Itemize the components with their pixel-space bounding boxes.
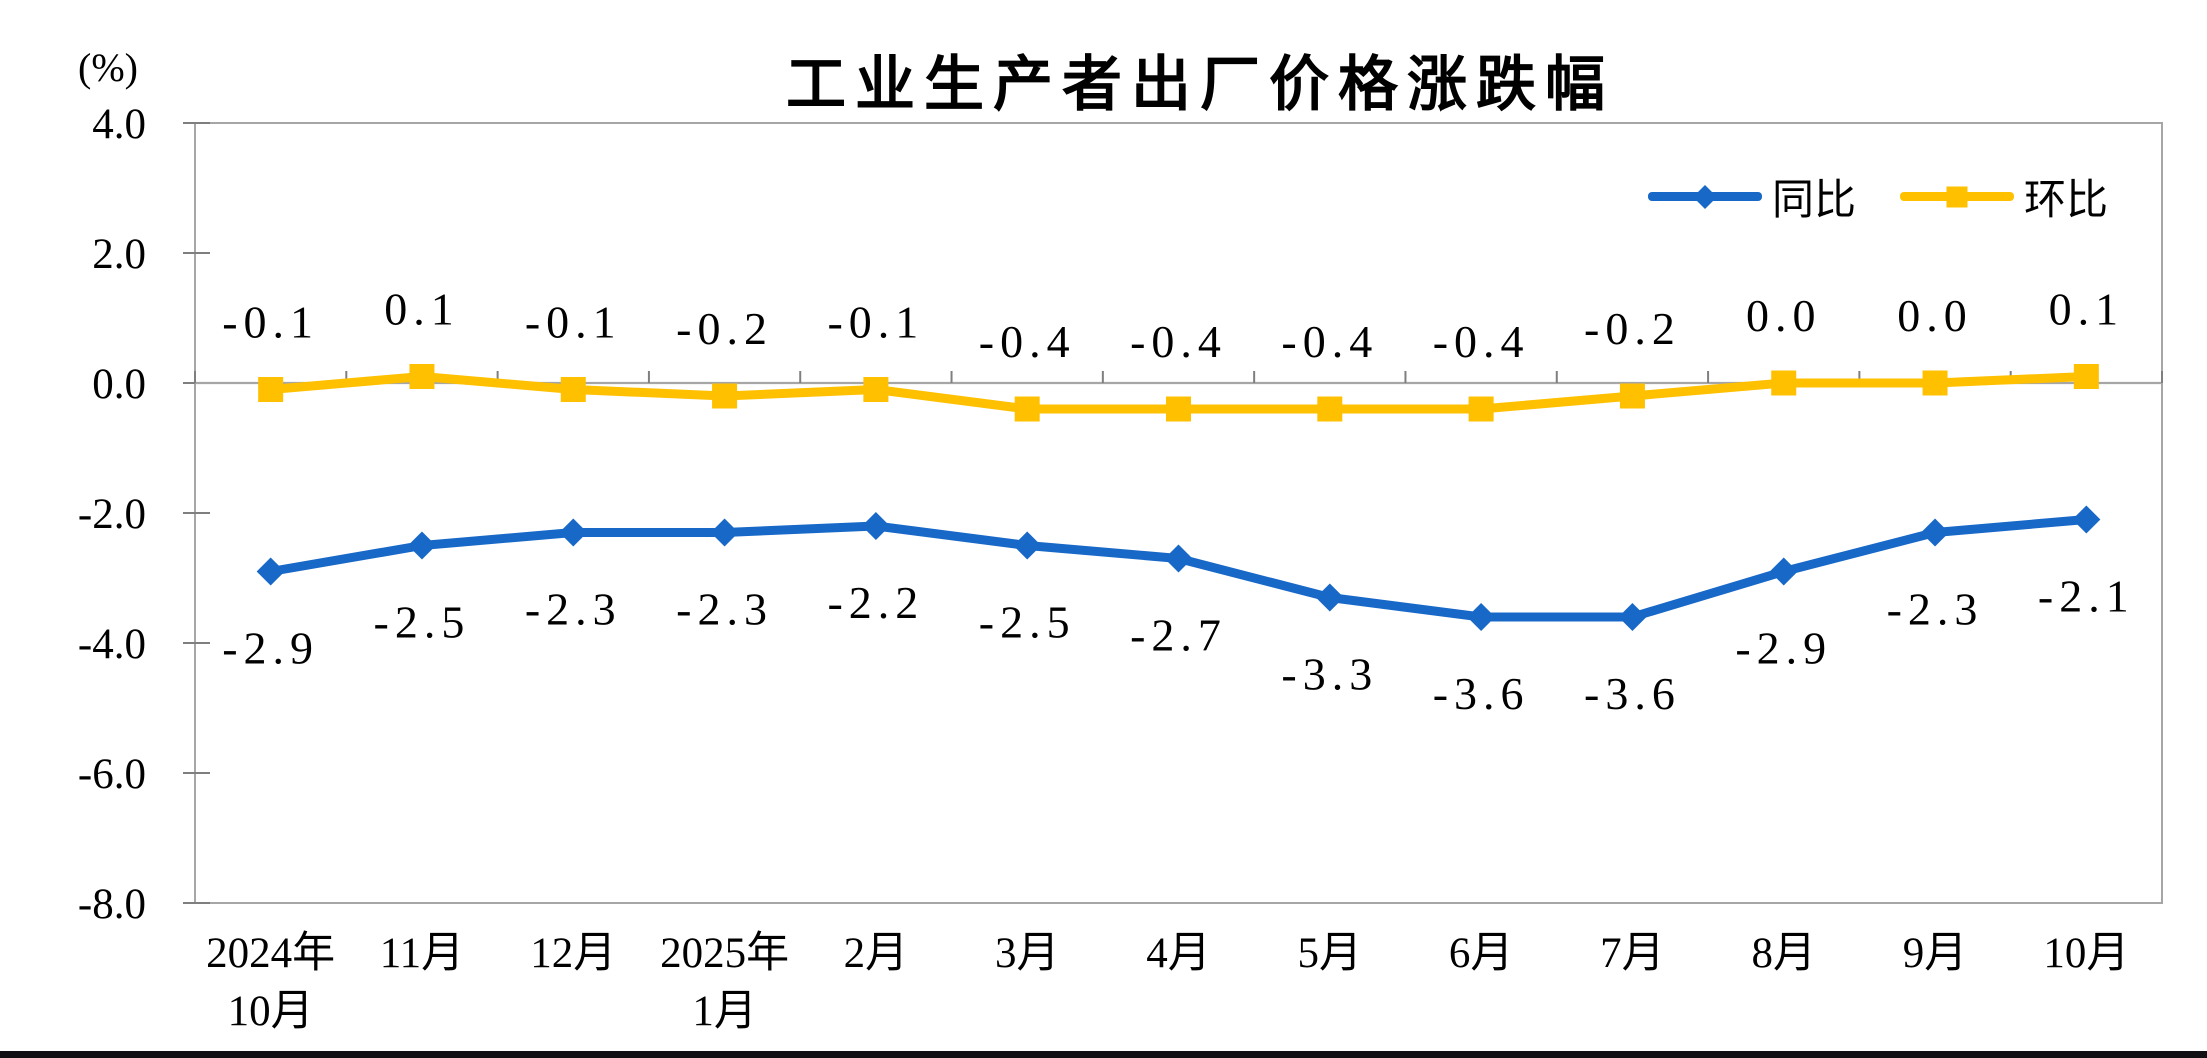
y-axis-tick-label: 4.0 (92, 101, 146, 148)
x-axis-tick-label: 5月 (1298, 930, 1363, 977)
marker-square (409, 364, 435, 389)
x-axis-tick-label: 6月 (1449, 930, 1514, 977)
data-label-环比: -0.2 (676, 303, 773, 354)
marker-diamond (559, 518, 588, 547)
x-axis-tick-label: 8月 (1751, 930, 1816, 977)
x-axis-tick-label: 10月 (228, 988, 314, 1035)
legend-line-sample (1648, 184, 1762, 209)
data-label-同比: -3.6 (1584, 668, 1681, 719)
legend-diamond-icon (1692, 184, 1718, 209)
data-label-同比: -2.5 (979, 597, 1076, 648)
marker-square (1619, 383, 1645, 409)
legend-square-icon (1946, 186, 1968, 207)
y-axis-tick-label: -4.0 (78, 621, 146, 668)
legend-item-同比: 同比 (1648, 166, 1856, 227)
marker-diamond (1164, 544, 1193, 573)
marker-square (1317, 396, 1343, 422)
data-label-环比: 0.1 (384, 284, 460, 335)
marker-square (560, 377, 586, 402)
x-axis-tick-label: 11月 (380, 930, 464, 977)
marker-diamond (710, 518, 739, 547)
data-label-同比: -2.3 (525, 584, 622, 635)
legend-label: 同比 (1772, 178, 1857, 224)
data-label-同比: -2.3 (1887, 584, 1984, 635)
plot-border (194, 122, 2163, 904)
marker-square (2073, 364, 2099, 389)
marker-diamond (1618, 603, 1647, 631)
x-axis-tick-label: 2月 (844, 930, 909, 977)
x-axis-tick-label: 1月 (692, 988, 757, 1035)
y-axis-tick-label: 0.0 (92, 361, 146, 408)
legend-item-环比: 环比 (1900, 166, 2108, 227)
data-label-环比: -0.1 (827, 297, 924, 348)
data-label-同比: -2.3 (676, 584, 773, 635)
marker-diamond (1921, 518, 1950, 547)
data-label-环比: -0.2 (1584, 303, 1681, 354)
data-label-环比: 0.1 (2049, 284, 2125, 335)
x-axis-tick-label: 2025年 (660, 930, 789, 977)
marker-diamond (1013, 531, 1042, 560)
data-label-环比: -0.4 (1130, 316, 1227, 367)
chart-title: 工业生产者出厂价格涨跌幅 (786, 51, 1614, 118)
data-label-同比: -3.6 (1433, 668, 1530, 719)
legend-line-sample (1900, 186, 2015, 207)
x-axis-tick-label: 9月 (1903, 930, 1968, 977)
marker-diamond (1315, 583, 1344, 612)
data-label-同比: -2.9 (222, 623, 319, 674)
marker-square (1014, 396, 1040, 422)
marker-square (1468, 396, 1494, 422)
y-axis-tick-label: 2.0 (92, 231, 146, 278)
legend-label: 环比 (2024, 178, 2109, 224)
chart-legend: 同比 环比 (1648, 166, 2108, 227)
bottom-divider (0, 1051, 2207, 1058)
x-axis-tick-label: 4月 (1146, 930, 1211, 977)
y-axis-tick-label: -8.0 (78, 881, 146, 928)
marker-diamond (1769, 557, 1798, 586)
marker-square (863, 377, 889, 402)
x-axis-tick-label: 12月 (530, 930, 616, 977)
x-axis-tick-label: 7月 (1600, 930, 1665, 977)
marker-square (258, 377, 284, 402)
data-label-环比: -0.4 (979, 316, 1076, 367)
data-label-环比: -0.4 (1281, 316, 1378, 367)
data-label-环比: 0.0 (1746, 290, 1822, 341)
data-label-同比: -2.9 (1735, 623, 1832, 674)
marker-diamond (1467, 603, 1496, 631)
data-label-环比: 0.0 (1897, 290, 1973, 341)
marker-square (712, 383, 738, 409)
marker-diamond (407, 531, 436, 560)
data-label-同比: -2.5 (374, 597, 471, 648)
y-axis-tick-label: -2.0 (78, 491, 146, 538)
data-label-环比: -0.1 (525, 297, 622, 348)
data-label-同比: -2.2 (827, 577, 924, 628)
marker-diamond (256, 557, 285, 586)
marker-square (1922, 370, 1948, 396)
marker-diamond (861, 512, 890, 540)
x-axis-tick-label: 2024年 (206, 930, 335, 977)
x-axis-tick-label: 3月 (995, 930, 1060, 977)
data-label-环比: -0.1 (222, 297, 319, 348)
marker-square (1166, 396, 1191, 422)
marker-square (1771, 370, 1797, 396)
y-axis-unit-label: (%) (78, 45, 138, 90)
marker-diamond (2072, 505, 2101, 534)
x-axis-tick-label: 10月 (2043, 930, 2129, 977)
data-label-环比: -0.4 (1433, 316, 1530, 367)
data-label-同比: -2.7 (1130, 610, 1227, 661)
data-label-同比: -2.1 (2038, 571, 2135, 622)
data-label-同比: -3.3 (1281, 649, 1378, 700)
y-axis-tick-label: -6.0 (78, 751, 146, 798)
